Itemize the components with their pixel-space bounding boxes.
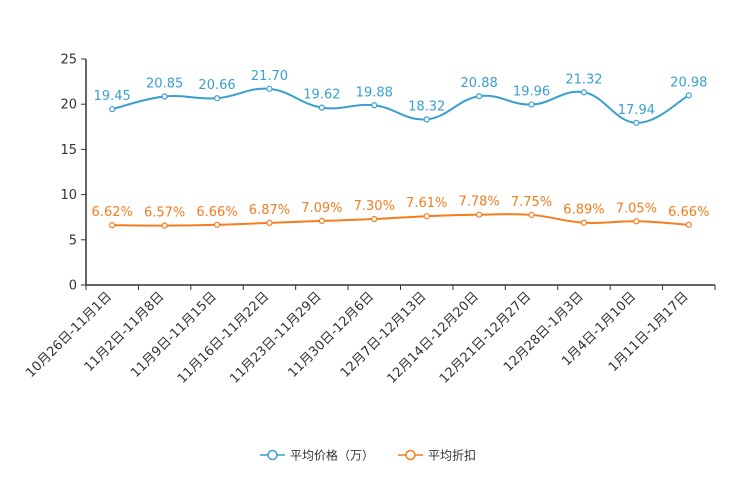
data-point[interactable] (371, 215, 378, 223)
y-tick-label: 15 (60, 143, 77, 158)
data-point[interactable] (633, 218, 640, 225)
data-point[interactable] (476, 211, 483, 218)
data-label: 19.96 (513, 85, 550, 100)
data-point[interactable] (528, 211, 535, 219)
data-point[interactable] (266, 219, 273, 226)
data-label: 18.32 (408, 99, 445, 114)
y-tick-label: 10 (60, 188, 77, 203)
x-tick-label: 11月23日-11月29日 (227, 289, 324, 386)
data-point[interactable] (161, 222, 168, 229)
data-label: 7.61% (406, 196, 447, 211)
data-label: 20.88 (461, 76, 498, 91)
data-point[interactable] (633, 119, 640, 126)
data-label: 7.09% (301, 201, 342, 216)
legend-label: 平均折扣 (428, 448, 476, 463)
data-label: 6.87% (249, 203, 290, 218)
y-tick-label: 5 (69, 233, 77, 248)
series-line-2 (112, 213, 689, 227)
y-tick-label: 0 (69, 279, 77, 294)
data-point[interactable] (580, 89, 588, 96)
legend-item-1[interactable]: 平均价格（万） (260, 448, 374, 463)
data-label: 19.62 (303, 88, 340, 103)
series-line-1 (111, 87, 690, 124)
data-label: 21.70 (251, 69, 288, 84)
data-point[interactable] (109, 106, 116, 113)
data-point[interactable] (580, 219, 588, 226)
legend-marker-icon (405, 449, 416, 461)
data-point[interactable] (685, 92, 692, 99)
data-point[interactable] (318, 217, 325, 225)
data-label: 21.32 (565, 72, 602, 87)
legend[interactable]: 平均价格（万） 平均折扣 (260, 448, 476, 463)
data-label: 7.30% (354, 199, 395, 214)
data-point[interactable] (213, 95, 221, 102)
data-label: 7.05% (616, 201, 657, 216)
data-point[interactable] (318, 104, 325, 111)
data-point[interactable] (528, 101, 535, 108)
data-label: 19.45 (94, 89, 131, 104)
data-point[interactable] (685, 221, 692, 228)
y-tick-label: 20 (60, 98, 77, 113)
legend-label: 平均价格（万） (290, 448, 374, 463)
x-tick-label: 12月14日-12月20日 (384, 289, 481, 386)
data-point[interactable] (476, 93, 483, 100)
data-point[interactable] (371, 102, 378, 109)
data-label: 20.66 (198, 78, 235, 93)
data-label: 20.98 (670, 75, 707, 90)
series-lines (109, 85, 692, 229)
data-label: 6.66% (196, 205, 237, 220)
data-point[interactable] (109, 222, 116, 229)
x-tick-label: 10月26日-11月1日 (23, 289, 115, 381)
data-label: 20.85 (146, 77, 183, 92)
data-point[interactable] (161, 93, 168, 100)
data-label: 17.94 (618, 103, 655, 118)
data-label: 6.89% (563, 203, 604, 218)
legend-item-2[interactable]: 平均折扣 (398, 448, 476, 463)
data-label: 6.62% (92, 205, 133, 220)
data-point[interactable] (213, 221, 221, 228)
x-tick-label: 11月16日-11月22日 (175, 289, 272, 386)
data-point[interactable] (423, 213, 430, 220)
data-label: 6.57% (144, 206, 185, 221)
data-labels: 19.45 20.85 20.66 21.70 19.62 19.88 18.32 20.88… (92, 69, 710, 221)
data-point[interactable] (423, 116, 430, 123)
legend-marker-icon (267, 449, 278, 461)
data-label: 7.78% (458, 195, 499, 210)
x-tick-label: 12月21日-12月27日 (437, 289, 534, 386)
data-label: 6.66% (668, 205, 709, 220)
data-point[interactable] (266, 85, 273, 92)
data-label: 19.88 (356, 85, 393, 100)
y-tick-label: 25 (60, 53, 77, 68)
data-label: 7.75% (511, 195, 552, 210)
